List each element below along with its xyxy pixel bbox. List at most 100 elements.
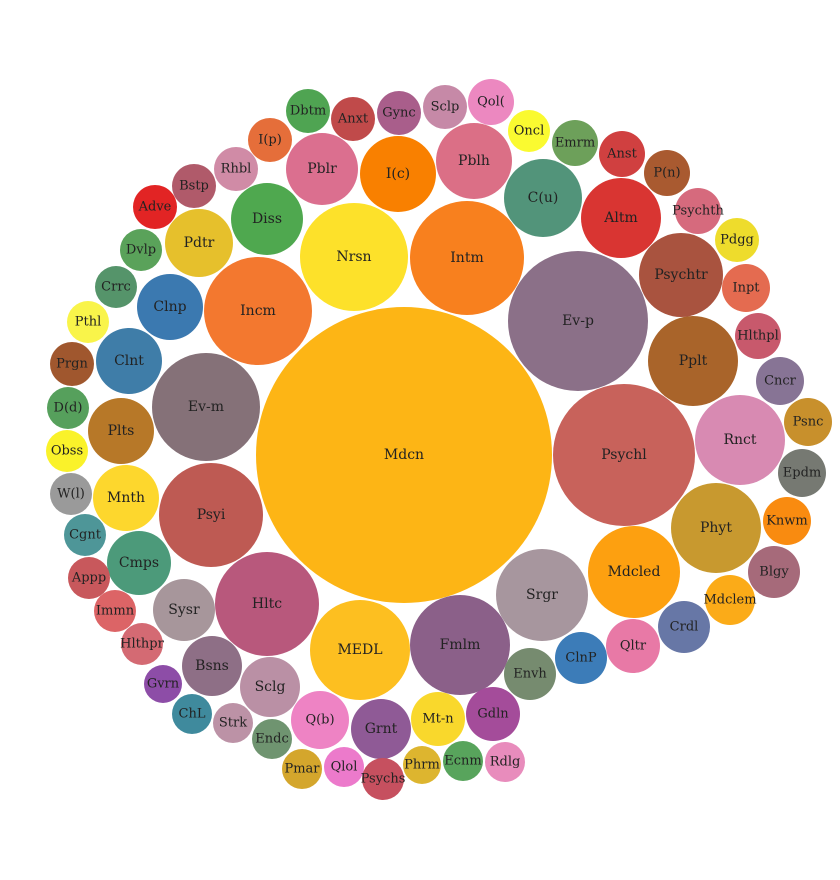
bubble-circle[interactable] xyxy=(252,719,292,759)
bubble-circle[interactable] xyxy=(152,353,260,461)
bubble-circle[interactable] xyxy=(153,579,215,641)
bubble-circle[interactable] xyxy=(496,549,588,641)
bubble-altm[interactable]: Altm xyxy=(581,178,661,258)
bubble-bsns[interactable]: Bsns xyxy=(182,636,242,696)
bubble-obss[interactable]: Obss xyxy=(46,430,88,472)
bubble-circle[interactable] xyxy=(50,473,92,515)
bubble-appp[interactable]: Appp xyxy=(68,557,110,599)
bubble-c-u[interactable]: C(u) xyxy=(504,159,582,237)
bubble-circle[interactable] xyxy=(552,120,598,166)
bubble-psychth[interactable]: Psychth xyxy=(672,188,724,234)
bubble-prgn[interactable]: Prgn xyxy=(50,342,94,386)
bubble-mdcn[interactable]: Mdcn xyxy=(256,307,552,603)
bubble-circle[interactable] xyxy=(410,201,524,315)
bubble-grnt[interactable]: Grnt xyxy=(351,699,411,759)
bubble-circle[interactable] xyxy=(165,209,233,277)
bubble-envh[interactable]: Envh xyxy=(504,648,556,700)
bubble-sclg[interactable]: Sclg xyxy=(240,657,300,717)
bubble-circle[interactable] xyxy=(508,251,648,391)
bubble-circle[interactable] xyxy=(67,301,109,343)
bubble-circle[interactable] xyxy=(410,595,510,695)
bubble-circle[interactable] xyxy=(362,758,404,800)
bubble-circle[interactable] xyxy=(553,384,695,526)
bubble-circle[interactable] xyxy=(282,749,322,789)
bubble-circle[interactable] xyxy=(671,483,761,573)
bubble-circle[interactable] xyxy=(411,692,465,746)
bubble-phyt[interactable]: Phyt xyxy=(671,483,761,573)
bubble-circle[interactable] xyxy=(93,465,159,531)
bubble-gvrn[interactable]: Gvrn xyxy=(144,665,182,703)
bubble-mdcled[interactable]: Mdcled xyxy=(588,526,680,618)
bubble-circle[interactable] xyxy=(756,357,804,405)
bubble-circle[interactable] xyxy=(658,601,710,653)
bubble-gdln[interactable]: Gdln xyxy=(466,687,520,741)
bubble-circle[interactable] xyxy=(555,632,607,684)
bubble-strk[interactable]: Strk xyxy=(213,703,253,743)
bubble-rnct[interactable]: Rnct xyxy=(695,395,785,485)
bubble-circle[interactable] xyxy=(675,188,721,234)
bubble-circle[interactable] xyxy=(310,600,410,700)
bubble-pdgg[interactable]: Pdgg xyxy=(715,218,759,262)
bubble-circle[interactable] xyxy=(47,387,89,429)
bubble-circle[interactable] xyxy=(286,89,330,133)
bubble-qlol[interactable]: Qlol xyxy=(324,747,364,787)
bubble-chl[interactable]: ChL xyxy=(172,694,212,734)
bubble-circle[interactable] xyxy=(466,687,520,741)
bubble-rdlg[interactable]: Rdlg xyxy=(485,742,525,782)
bubble-gync[interactable]: Gync xyxy=(377,91,421,135)
bubble-i-c[interactable]: I(c) xyxy=(360,136,436,212)
bubble-circle[interactable] xyxy=(96,328,162,394)
bubble-endc[interactable]: Endc xyxy=(252,719,292,759)
bubble-circle[interactable] xyxy=(715,218,759,262)
bubble-circle[interactable] xyxy=(648,316,738,406)
bubble-circle[interactable] xyxy=(107,531,171,595)
bubble-circle[interactable] xyxy=(213,703,253,743)
bubble-circle[interactable] xyxy=(705,575,755,625)
bubble-srgr[interactable]: Srgr xyxy=(496,549,588,641)
bubble-circle[interactable] xyxy=(695,395,785,485)
bubble-circle[interactable] xyxy=(778,449,826,497)
bubble-sysr[interactable]: Sysr xyxy=(153,579,215,641)
bubble-circle[interactable] xyxy=(639,233,723,317)
bubble-dbtm[interactable]: Dbtm xyxy=(286,89,330,133)
bubble-circle[interactable] xyxy=(214,147,258,191)
bubble-pplt[interactable]: Pplt xyxy=(648,316,738,406)
bubble-circle[interactable] xyxy=(137,274,203,340)
bubble-circle[interactable] xyxy=(215,552,319,656)
bubble-clnt[interactable]: Clnt xyxy=(96,328,162,394)
bubble-circle[interactable] xyxy=(240,657,300,717)
bubble-anst[interactable]: Anst xyxy=(599,131,645,177)
bubble-i-p[interactable]: I(p) xyxy=(248,118,292,162)
bubble-hltc[interactable]: Hltc xyxy=(215,552,319,656)
bubble-circle[interactable] xyxy=(172,164,216,208)
bubble-circle[interactable] xyxy=(588,526,680,618)
bubble-circle[interactable] xyxy=(644,150,690,196)
bubble-pdtr[interactable]: Pdtr xyxy=(165,209,233,277)
bubble-ev-p[interactable]: Ev-p xyxy=(508,251,648,391)
bubble-circle[interactable] xyxy=(50,342,94,386)
bubble-anxt[interactable]: Anxt xyxy=(331,97,375,141)
bubble-circle[interactable] xyxy=(436,123,512,199)
bubble-circle[interactable] xyxy=(331,97,375,141)
bubble-circle[interactable] xyxy=(606,619,660,673)
bubble-psychs[interactable]: Psychs xyxy=(361,758,406,800)
bubble-qltr[interactable]: Qltr xyxy=(606,619,660,673)
bubble-clnp[interactable]: Clnp xyxy=(137,274,203,340)
bubble-bstp[interactable]: Bstp xyxy=(172,164,216,208)
bubble-d-d[interactable]: D(d) xyxy=(47,387,89,429)
bubble-psychl[interactable]: Psychl xyxy=(553,384,695,526)
bubble-cncr[interactable]: Cncr xyxy=(756,357,804,405)
bubble-immn[interactable]: Immn xyxy=(94,590,136,632)
bubble-circle[interactable] xyxy=(248,118,292,162)
bubble-circle[interactable] xyxy=(735,313,781,359)
bubble-ev-m[interactable]: Ev-m xyxy=(152,353,260,461)
bubble-circle[interactable] xyxy=(88,398,154,464)
bubble-circle[interactable] xyxy=(599,131,645,177)
bubble-circle[interactable] xyxy=(133,185,177,229)
bubble-circle[interactable] xyxy=(722,264,770,312)
bubble-circle[interactable] xyxy=(204,257,312,365)
bubble-clnp[interactable]: ClnP xyxy=(555,632,607,684)
bubble-circle[interactable] xyxy=(763,497,811,545)
bubble-circle[interactable] xyxy=(121,623,163,665)
bubble-psychtr[interactable]: Psychtr xyxy=(639,233,723,317)
